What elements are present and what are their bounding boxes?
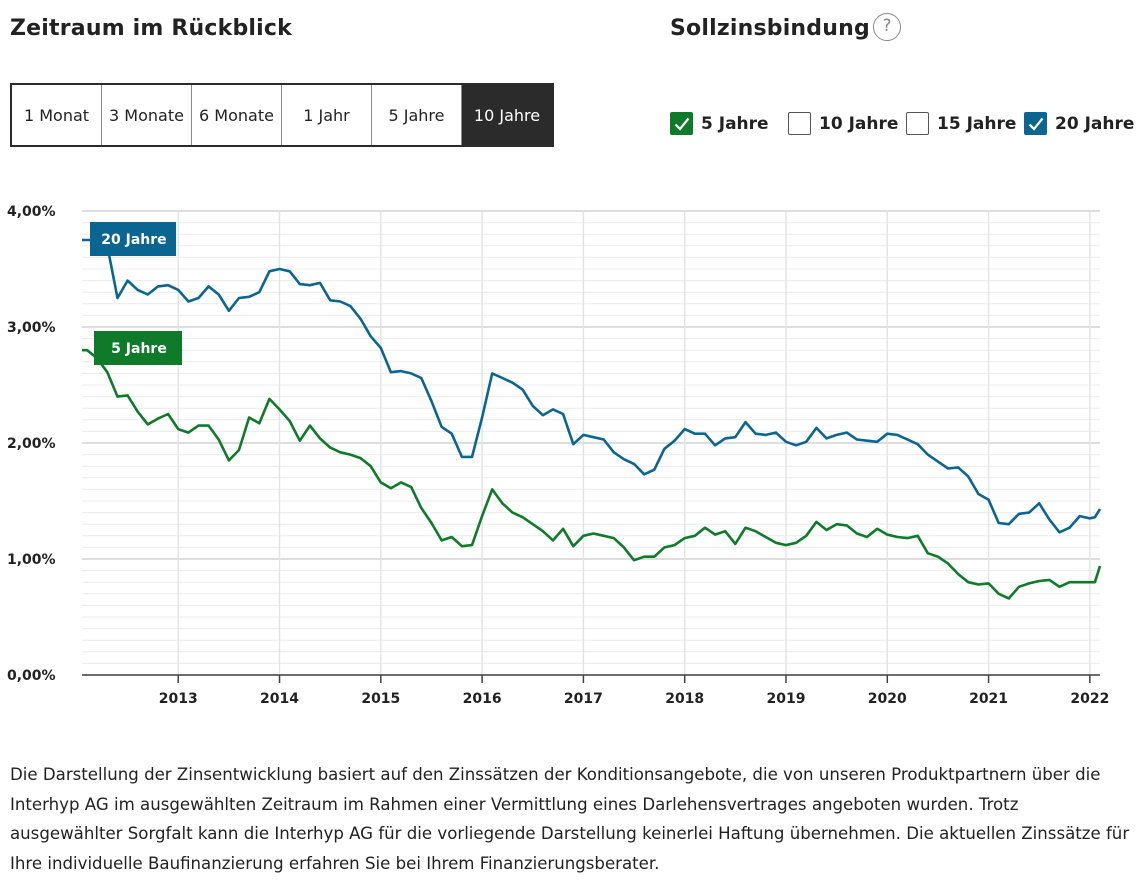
series-line-5-jahre: [82, 348, 1102, 600]
x-tick-label: 2015: [361, 691, 400, 707]
x-tick-label: 2014: [260, 691, 299, 707]
checkmark-icon: [1028, 117, 1043, 131]
series-flag-20-jahre: [90, 222, 176, 256]
checkbox-15-jahre[interactable]: 15 Jahre: [906, 112, 1016, 135]
checkbox-20-jahre-label: 20 Jahre: [1055, 113, 1135, 134]
checkmark-icon: [674, 117, 689, 131]
interest-rate-chart: 2013 2014 2015 2016 2017 2018 2019 2020 2021 2022…: [7, 204, 1109, 707]
checkbox-10-jahre-box[interactable]: [788, 112, 811, 135]
help-icon[interactable]: ?: [873, 13, 901, 41]
range-button-10-jahre[interactable]: 10 Jahre: [462, 85, 552, 145]
x-tick-label: 2017: [564, 691, 603, 707]
checkbox-5-jahre-box[interactable]: [670, 112, 693, 135]
y-tick-label: 4,00%: [7, 204, 56, 220]
series-flag-5-jahre: [94, 331, 182, 365]
range-button-1-jahr[interactable]: 1 Jahr: [282, 85, 372, 145]
checkbox-5-jahre[interactable]: 5 Jahre: [670, 112, 769, 135]
checkbox-15-jahre-box[interactable]: [906, 112, 929, 135]
checkbox-5-jahre-label: 5 Jahre: [701, 113, 769, 134]
checkbox-10-jahre[interactable]: 10 Jahre: [788, 112, 898, 135]
series-flag-label: 20 Jahre: [101, 232, 166, 248]
checkbox-20-jahre[interactable]: 20 Jahre: [1024, 112, 1134, 135]
x-tick-label: 2021: [969, 691, 1008, 707]
y-tick-label: 2,00%: [7, 436, 56, 452]
range-button-6-monate[interactable]: 6 Monate: [192, 85, 282, 145]
y-tick-label: 1,00%: [7, 552, 56, 568]
x-tick-label: 2019: [767, 691, 806, 707]
y-tick-label: 3,00%: [7, 320, 56, 336]
range-button-3-monate[interactable]: 3 Monate: [102, 85, 192, 145]
binding-title: Sollzinsbindung: [670, 16, 870, 41]
x-tick-label: 2022: [1070, 691, 1109, 707]
x-tick-label: 2020: [868, 691, 907, 707]
range-button-5-jahre[interactable]: 5 Jahre: [372, 85, 462, 145]
x-tick-label: 2013: [159, 691, 198, 707]
x-tick-label: 2018: [665, 691, 704, 707]
y-tick-label: 0,00%: [7, 668, 56, 684]
range-title: Zeitraum im Rückblick: [10, 16, 292, 41]
checkbox-10-jahre-label: 10 Jahre: [819, 113, 899, 134]
series-flag-label: 5 Jahre: [111, 341, 167, 357]
series-line-20-jahre: [82, 238, 1102, 534]
checkbox-20-jahre-box[interactable]: [1024, 112, 1047, 135]
x-tick-label: 2016: [463, 691, 502, 707]
range-button-1-monat[interactable]: 1 Monat: [12, 85, 102, 145]
disclaimer-text: Die Darstellung der Zinsentwicklung basi…: [10, 765, 1130, 873]
checkbox-15-jahre-label: 15 Jahre: [937, 113, 1017, 134]
range-selector: 1 Monat 3 Monate 6 Monate 1 Jahr 5 Jahre…: [10, 83, 554, 147]
